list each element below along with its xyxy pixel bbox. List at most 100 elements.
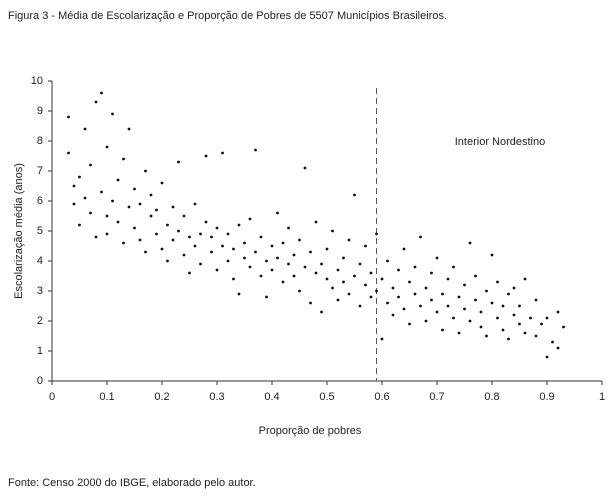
point <box>265 295 268 299</box>
point <box>67 115 70 119</box>
point <box>375 232 378 236</box>
point <box>287 262 290 266</box>
point <box>248 265 252 269</box>
x-tick-label: 0.1 <box>99 391 114 403</box>
point <box>149 214 153 218</box>
point <box>424 286 428 290</box>
point <box>556 310 560 314</box>
point <box>67 151 70 155</box>
point <box>342 280 345 284</box>
point <box>116 220 120 224</box>
point <box>457 295 461 299</box>
point <box>391 313 395 317</box>
point <box>512 313 516 317</box>
point <box>215 268 219 272</box>
point <box>144 250 147 254</box>
point <box>331 229 334 233</box>
point <box>182 253 186 257</box>
x-tick-label: 0.4 <box>264 391 279 403</box>
point <box>463 283 466 287</box>
point <box>540 322 543 326</box>
point <box>402 307 406 311</box>
point <box>534 298 538 302</box>
point <box>320 262 323 266</box>
point <box>215 226 219 230</box>
point <box>122 241 125 245</box>
point <box>529 316 532 320</box>
point <box>78 223 81 227</box>
point <box>474 298 477 302</box>
point <box>397 295 400 299</box>
x-tick-label: 0.2 <box>154 391 169 403</box>
y-tick-label: 9 <box>37 105 43 117</box>
point <box>358 304 362 308</box>
y-tick-label: 8 <box>37 135 43 147</box>
chart-title: Figura 3 - Média de Escolarização e Prop… <box>8 10 447 22</box>
point <box>501 328 505 332</box>
point <box>237 223 241 227</box>
x-tick-label: 0.5 <box>319 391 334 403</box>
point <box>413 265 417 269</box>
point <box>265 259 268 263</box>
point <box>221 151 224 155</box>
point <box>72 184 76 188</box>
point <box>78 175 81 179</box>
point <box>122 157 125 161</box>
point <box>380 337 384 341</box>
point <box>336 268 340 272</box>
point <box>507 292 510 296</box>
point <box>105 145 109 149</box>
point <box>89 211 92 215</box>
y-tick-label: 3 <box>37 285 43 297</box>
point <box>364 244 367 248</box>
point <box>100 190 103 194</box>
x-tick-label: 0 <box>49 391 55 403</box>
point <box>111 112 114 116</box>
point <box>452 265 455 269</box>
point <box>166 223 169 227</box>
point <box>232 277 235 281</box>
point <box>518 304 521 308</box>
point <box>320 310 323 314</box>
x-tick-label: 0.3 <box>209 391 224 403</box>
point <box>446 304 450 308</box>
point <box>402 247 406 251</box>
point <box>353 274 356 278</box>
point <box>259 235 263 239</box>
point <box>127 127 131 131</box>
point <box>221 244 224 248</box>
point <box>314 271 318 275</box>
point <box>83 127 87 131</box>
point <box>468 319 472 323</box>
point <box>199 232 202 236</box>
y-tick-label: 5 <box>37 225 43 237</box>
point <box>182 214 186 218</box>
point <box>72 202 76 206</box>
point <box>479 325 483 329</box>
point <box>551 340 554 344</box>
point <box>523 331 527 335</box>
point <box>160 247 164 251</box>
point <box>204 154 208 158</box>
x-tick-label: 0.7 <box>429 391 444 403</box>
point <box>309 301 312 305</box>
x-axis-label: Proporção de pobres <box>259 425 362 437</box>
point <box>468 241 472 245</box>
point <box>177 160 180 164</box>
point <box>105 214 109 218</box>
y-axis-label: Escolarização média (anos) <box>13 163 25 299</box>
point <box>446 277 450 281</box>
source-note: Fonte: Censo 2000 do IBGE, elaborado pel… <box>8 477 256 489</box>
point <box>523 277 527 281</box>
point <box>353 193 356 197</box>
point <box>210 250 213 254</box>
point <box>270 244 274 248</box>
point <box>226 259 230 263</box>
y-tick-label: 0 <box>37 375 43 387</box>
x-tick-label: 0.6 <box>374 391 389 403</box>
point <box>144 169 147 173</box>
point <box>507 337 510 341</box>
point <box>89 163 92 167</box>
point <box>254 148 257 152</box>
